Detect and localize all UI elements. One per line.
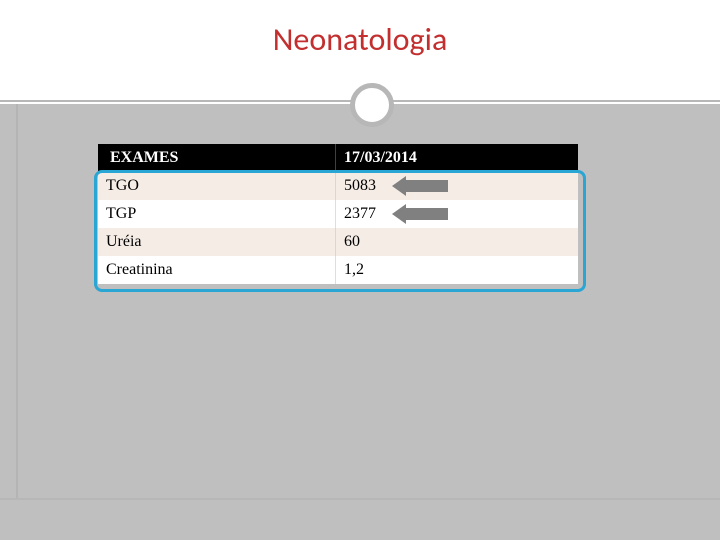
table-row: TGP 2377 xyxy=(98,200,578,228)
cell-exam-value: 60 xyxy=(336,228,578,256)
cell-exam-value: 2377 xyxy=(336,200,578,228)
cell-exam-name: Uréia xyxy=(98,228,336,256)
arrow-icon xyxy=(392,176,448,196)
arrow-icon xyxy=(392,204,448,224)
col-header-exames: EXAMES xyxy=(98,144,336,172)
cell-exam-name: TGO xyxy=(98,172,336,200)
arrow-shaft-icon xyxy=(406,208,448,220)
table-row: Creatinina 1,2 xyxy=(98,256,578,284)
exams-table: EXAMES 17/03/2014 TGO 5083 TGP 2377 Uréi… xyxy=(98,144,578,284)
table-row: Uréia 60 xyxy=(98,228,578,256)
cell-exam-name: Creatinina xyxy=(98,256,336,284)
title-rule-circle xyxy=(350,83,394,127)
arrow-head-icon xyxy=(392,204,406,224)
cell-exam-value: 5083 xyxy=(336,172,578,200)
slide: Neonatologia EXAMES 17/03/2014 TGO 5083 … xyxy=(0,0,720,540)
arrow-shaft-icon xyxy=(406,180,448,192)
arrow-head-icon xyxy=(392,176,406,196)
bottom-strip xyxy=(0,500,720,540)
page-title: Neonatologia xyxy=(0,20,720,59)
cell-exam-name: TGP xyxy=(98,200,336,228)
table-row: TGO 5083 xyxy=(98,172,578,200)
table-header-row: EXAMES 17/03/2014 xyxy=(98,144,578,172)
cell-exam-value: 1,2 xyxy=(336,256,578,284)
panel-left-guide xyxy=(16,104,18,500)
col-header-date: 17/03/2014 xyxy=(336,144,578,172)
